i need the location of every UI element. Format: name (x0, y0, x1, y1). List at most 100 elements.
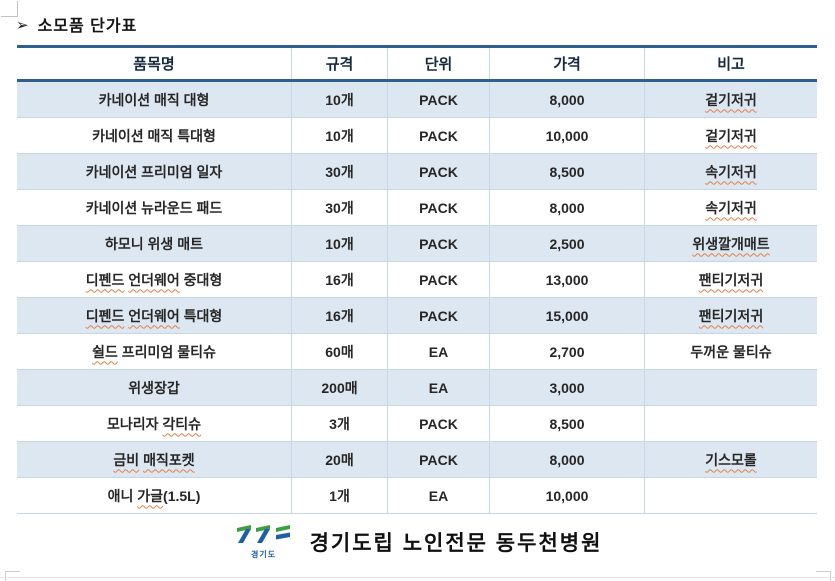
cell-price: 10,000 (489, 118, 644, 153)
table-row: 카네이션 매직 특대형 10개 PACK 10,000 겉기저귀 (17, 118, 817, 154)
misspelled-text: 각티슈 (162, 415, 202, 432)
text: 특대형 (179, 307, 223, 324)
text: 카네이션 뉴라운드 패드 (85, 199, 223, 216)
text-boundary-corner-top-left (1, 1, 18, 17)
cell-item-name: 카네이션 매직 특대형 (17, 118, 291, 153)
misspelled-text: 위생깔개매트 (692, 235, 770, 252)
misspelled-text: 겉기저귀 (705, 127, 757, 144)
cell-remark (644, 406, 817, 441)
cell-price: 8,000 (489, 82, 644, 117)
table-header-row: 품목명 규격 단위 가격 비고 (17, 48, 817, 82)
cell-item-name: 디펜드 언더웨어 중대형 (17, 262, 291, 297)
cell-spec: 20매 (291, 442, 387, 477)
footer: 경기도 경기도립 노인전문 동두천병원 (0, 514, 835, 570)
misspelled-text: 팬티기저귀 (698, 271, 764, 288)
misspelled-text: 가글 (137, 487, 164, 504)
cell-unit: PACK (387, 82, 489, 117)
cell-item-name: 위생장갑 (17, 370, 291, 405)
cell-spec: 1개 (291, 478, 387, 513)
misspelled-text: 쉴드 (92, 343, 118, 360)
cell-unit: PACK (387, 190, 489, 225)
text: (1.5L) (163, 487, 201, 504)
hospital-name: 경기도립 노인전문 동두천병원 (309, 532, 603, 555)
gyeonggi-logo-icon (236, 525, 290, 543)
price-table: 품목명 규격 단위 가격 비고 카네이션 매직 대형 10개 PACK 8,000 겉기저귀 카네… (17, 45, 817, 514)
misspelled-text: 속기저귀 (705, 199, 757, 216)
cell-remark: 겉기저귀 (644, 82, 817, 117)
column-header-spec: 규격 (291, 48, 387, 79)
cell-unit: PACK (387, 154, 489, 189)
cell-unit: PACK (387, 118, 489, 153)
misspelled-text: 언더웨어 (128, 307, 180, 324)
cell-item-name: 디펜드 언더웨어 특대형 (17, 298, 291, 333)
table-row: 디펜드 언더웨어 특대형 16개 PACK 15,000 팬티기저귀 (17, 298, 817, 334)
cell-item-name: 카네이션 뉴라운드 패드 (17, 190, 291, 225)
cell-unit: EA (387, 478, 489, 513)
cell-spec: 3개 (291, 406, 387, 441)
cell-item-name: 애니 가글 (1.5L) (17, 478, 291, 513)
text: 애니 (107, 487, 138, 504)
misspelled-text: 디펜드 (85, 307, 125, 324)
cell-unit: PACK (387, 226, 489, 261)
table-row: 카네이션 매직 대형 10개 PACK 8,000 겉기저귀 (17, 82, 817, 118)
column-header-price: 가격 (489, 48, 644, 79)
text: 위생장갑 (128, 379, 180, 396)
cell-price: 8,500 (489, 406, 644, 441)
text: 카네이션 매직 대형 (98, 91, 210, 108)
cell-spec: 16개 (291, 262, 387, 297)
table-row: 하모니 위생 매트 10개 PACK 2,500 위생깔개매트 (17, 226, 817, 262)
misspelled-text: 매직포켓 (143, 451, 195, 468)
table-row: 금비 매직포켓 20매 PACK 8,000 기스모롤 (17, 442, 817, 478)
text: 프리미엄 물티슈 (117, 343, 216, 360)
cell-remark: 팬티기저귀 (644, 298, 817, 333)
column-header-remark: 비고 (644, 48, 817, 79)
text-boundary-corner-bottom-left (5, 571, 20, 581)
cell-remark: 위생깔개매트 (644, 226, 817, 261)
cell-spec: 10개 (291, 118, 387, 153)
text: 모나리자 (106, 415, 163, 432)
cell-item-name: 카네이션 매직 대형 (17, 82, 291, 117)
cell-unit: PACK (387, 262, 489, 297)
misspelled-text: 속기저귀 (705, 163, 757, 180)
text: 카네이션 프리미엄 일자 (85, 163, 223, 180)
cell-price: 8,000 (489, 190, 644, 225)
cell-spec: 200매 (291, 370, 387, 405)
cell-remark (644, 478, 817, 513)
cell-price: 10,000 (489, 478, 644, 513)
text: 두꺼운 물티슈 (690, 343, 772, 360)
cell-price: 2,700 (489, 334, 644, 369)
cell-price: 2,500 (489, 226, 644, 261)
cell-remark: 속기저귀 (644, 190, 817, 225)
misspelled-text: 기스모롤 (705, 451, 757, 468)
cell-spec: 10개 (291, 226, 387, 261)
cell-item-name: 금비 매직포켓 (17, 442, 291, 477)
cell-price: 13,000 (489, 262, 644, 297)
gyeonggi-logo: 경기도 (233, 524, 295, 560)
cell-item-name: 카네이션 프리미엄 일자 (17, 154, 291, 189)
cell-unit: PACK (387, 406, 489, 441)
table-row: 쉴드 프리미엄 물티슈 60매 EA 2,700 두꺼운 물티슈 (17, 334, 817, 370)
misspelled-text: 디펜드 (85, 271, 125, 288)
page-title: ➢ 소모품 단가표 (16, 12, 137, 36)
text: 카네이션 매직 특대형 (92, 127, 216, 144)
table-row: 디펜드 언더웨어 중대형 16개 PACK 13,000 팬티기저귀 (17, 262, 817, 298)
text: 중대형 (179, 271, 223, 288)
page-title-text: 소모품 단가표 (37, 18, 138, 35)
cell-item-name: 하모니 위생 매트 (17, 226, 291, 261)
cell-remark: 속기저귀 (644, 154, 817, 189)
gyeonggi-logo-caption: 경기도 (251, 550, 277, 559)
cell-unit: EA (387, 370, 489, 405)
cell-remark: 기스모롤 (644, 442, 817, 477)
column-header-item-name: 품목명 (133, 56, 175, 73)
text-boundary-corner-bottom-right (816, 571, 831, 581)
misspelled-text: 팬티기저귀 (698, 307, 764, 324)
table-row: 위생장갑 200매 EA 3,000 (17, 370, 817, 406)
cell-remark: 팬티기저귀 (644, 262, 817, 297)
table-row: 애니 가글 (1.5L) 1개 EA 10,000 (17, 478, 817, 514)
cell-spec: 60매 (291, 334, 387, 369)
table-row: 모나리자 각티슈 3개 PACK 8,500 (17, 406, 817, 442)
cell-unit: EA (387, 334, 489, 369)
cell-price: 8,500 (489, 154, 644, 189)
table-row: 카네이션 뉴라운드 패드 30개 PACK 8,000 속기저귀 (17, 190, 817, 226)
